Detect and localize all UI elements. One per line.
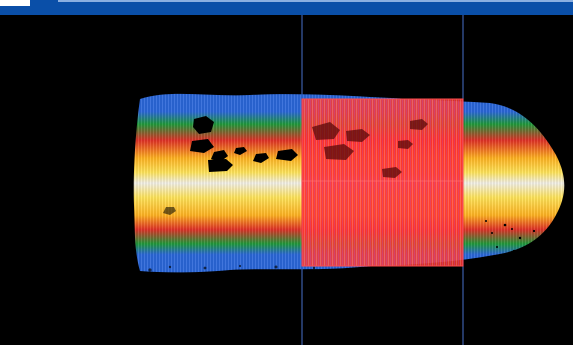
top-title-bar [0,0,573,15]
top-bar-highlight [58,0,573,2]
visualization-svg [133,15,565,345]
void-markers-selection [312,119,428,178]
selection-outline [301,98,464,267]
noise-speckles [485,220,553,263]
top-left-notch [0,0,30,6]
void-markers-left [163,116,298,215]
visualization-stage[interactable] [0,15,573,345]
top-left-notch-cover [30,0,58,15]
edge-speckles [148,264,316,272]
